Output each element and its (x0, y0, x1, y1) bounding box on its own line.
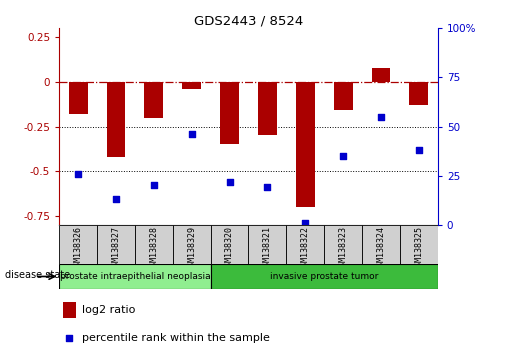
Bar (63, 302, 76, 318)
Bar (182, 82, 201, 89)
Text: prostate intraepithelial neoplasia: prostate intraepithelial neoplasia (60, 272, 210, 281)
Point (65, 335, 74, 341)
Bar (59, 225, 97, 264)
Bar (107, 82, 126, 157)
Bar (248, 225, 286, 264)
Text: GSM138327: GSM138327 (112, 226, 121, 272)
Text: GSM138322: GSM138322 (301, 226, 310, 272)
Bar (68, 82, 88, 114)
Bar (220, 82, 239, 144)
Point (339, 153, 347, 159)
Text: percentile rank within the sample: percentile rank within the sample (82, 333, 270, 343)
Point (415, 147, 423, 153)
Text: GSM138324: GSM138324 (376, 226, 385, 272)
Bar (211, 264, 438, 289)
Text: GSM138329: GSM138329 (187, 226, 196, 272)
Bar (144, 82, 163, 118)
Bar (59, 264, 211, 289)
Text: GSM138326: GSM138326 (74, 226, 82, 272)
Bar (296, 82, 315, 207)
Bar (362, 225, 400, 264)
Point (150, 183, 158, 188)
Text: disease state: disease state (5, 270, 70, 280)
Point (74, 171, 82, 177)
Point (263, 185, 271, 190)
Title: GDS2443 / 8524: GDS2443 / 8524 (194, 14, 303, 27)
Bar (173, 225, 211, 264)
Point (377, 114, 385, 120)
Text: log2 ratio: log2 ratio (82, 305, 135, 315)
Bar (324, 225, 362, 264)
Bar (211, 225, 248, 264)
Bar (409, 82, 428, 105)
Point (226, 179, 234, 184)
Text: GSM138323: GSM138323 (339, 226, 348, 272)
Point (187, 132, 196, 137)
Bar (97, 225, 135, 264)
Bar (286, 225, 324, 264)
Point (112, 196, 120, 202)
Text: GSM138328: GSM138328 (149, 226, 158, 272)
Text: GSM138325: GSM138325 (415, 226, 423, 272)
Point (301, 220, 310, 225)
Bar (135, 225, 173, 264)
Text: GSM138321: GSM138321 (263, 226, 272, 272)
Bar (400, 225, 438, 264)
Bar (258, 82, 277, 136)
Text: invasive prostate tumor: invasive prostate tumor (270, 272, 379, 281)
Bar (334, 82, 353, 110)
Bar (371, 68, 390, 82)
Text: GSM138320: GSM138320 (225, 226, 234, 272)
